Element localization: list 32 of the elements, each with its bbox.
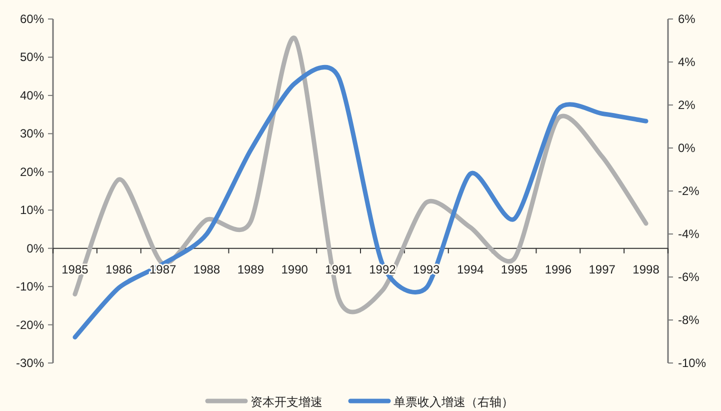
y2-tick-label: -2% (678, 184, 700, 198)
y-tick-label: -10% (16, 280, 44, 294)
y-tick-label: 20% (20, 164, 44, 179)
y2-tick-label: -4% (678, 227, 700, 241)
y-tick-label: 10% (20, 203, 44, 218)
x-tick-label: 1985 (62, 262, 89, 276)
x-tick-label: 1986 (106, 262, 133, 276)
y2-tick-label: 0% (678, 141, 696, 155)
y-tick-label: 40% (20, 88, 44, 102)
y2-tick-label: 2% (678, 98, 696, 112)
y-tick-label: 30% (20, 126, 44, 141)
y2-tick-label: 4% (678, 55, 696, 69)
x-tick-label: 1989 (237, 262, 264, 276)
y2-tick-label: 6% (678, 12, 696, 26)
x-tick-label: 1994 (456, 262, 484, 276)
x-tick-label: 1991 (325, 262, 352, 276)
x-tick-label: 1996 (544, 262, 572, 276)
y-tick-label: 50% (20, 50, 44, 64)
y-tick-label: -30% (16, 356, 44, 370)
x-tick-label: 1988 (193, 262, 220, 276)
x-tick-label: 1995 (500, 262, 528, 276)
y-tick-label: -20% (16, 318, 44, 332)
x-tick-label: 1997 (588, 262, 616, 276)
y-tick-label: 60% (20, 12, 44, 26)
y-tick-label: 0% (26, 241, 44, 256)
legend-label: 资本开支增速 (250, 395, 322, 409)
x-tick-label: 1990 (281, 262, 308, 276)
y2-tick-label: -8% (678, 313, 700, 327)
x-tick-label: 1998 (632, 262, 660, 276)
y2-tick-label: -6% (678, 270, 700, 284)
y2-tick-label: -10% (678, 356, 706, 370)
legend-label: 单票收入增速（右轴） (394, 395, 514, 409)
